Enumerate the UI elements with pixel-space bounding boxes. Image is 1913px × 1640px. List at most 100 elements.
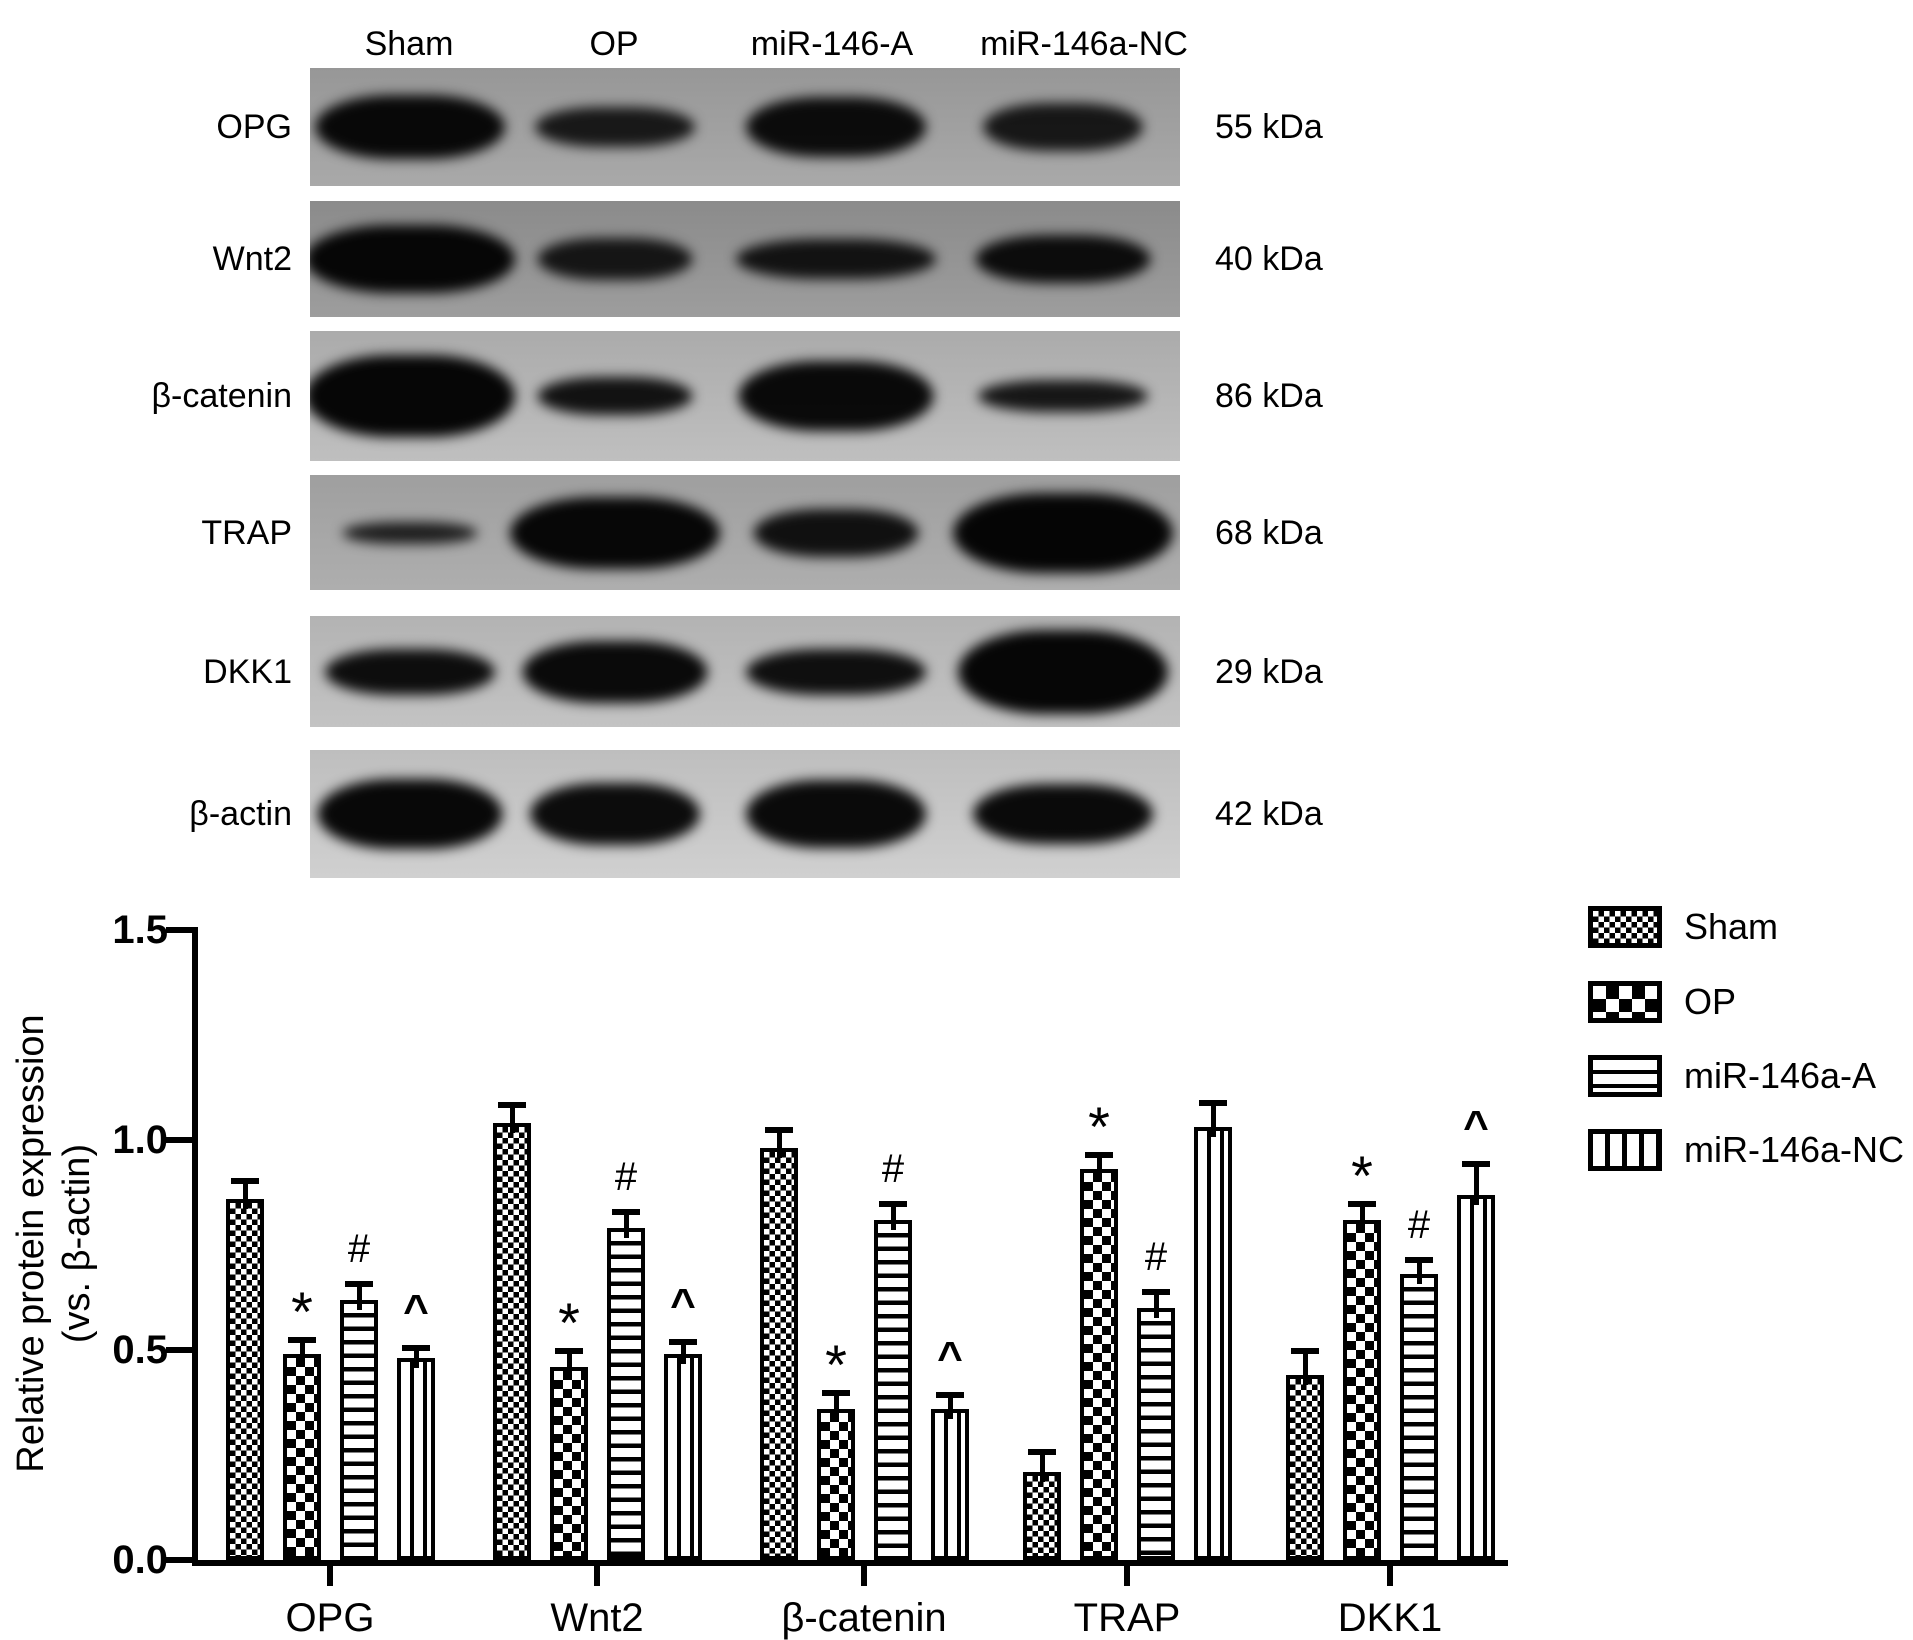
- blot-row-label-dkk1: DKK1: [203, 652, 292, 691]
- error-bar-stem-opg-sham: [243, 1178, 248, 1209]
- error-bar-cap-dkk1-sham: [1291, 1348, 1319, 1354]
- blot-membrane-wnt2: [310, 201, 1180, 317]
- protein-band-catenin-sham: [310, 355, 516, 437]
- significance-marker-wnt2-mir-146a-nc: ^: [670, 1280, 696, 1329]
- error-bar-stem-wnt2-mir-146a-nc: [681, 1339, 686, 1364]
- significance-marker-dkk1-op: *: [1351, 1144, 1373, 1207]
- bar-catenin-sham: [760, 1148, 798, 1560]
- blot-membrane-opg: [310, 68, 1180, 186]
- y-tick-1.0: [166, 1137, 192, 1143]
- protein-band-opg-op: [534, 107, 695, 147]
- bar-opg-op: [283, 1354, 321, 1560]
- error-bar-stem-dkk1-mir-146a-a: [1417, 1257, 1422, 1284]
- protein-band-trap-sham: [342, 521, 478, 544]
- error-bar-stem-trap-mir-146a-a: [1154, 1289, 1159, 1318]
- x-category-label-dkk1: DKK1: [1337, 1596, 1443, 1640]
- legend-label-mir-146a-nc: miR-146a-NC: [1684, 1129, 1905, 1170]
- blot-row-label-catenin: β-catenin: [151, 377, 292, 415]
- error-bar-cap-wnt2-mir-146a-nc: [669, 1339, 697, 1345]
- error-bar-cap-wnt2-mir-146a-a: [612, 1209, 640, 1215]
- error-bar-cap-wnt2-op: [555, 1348, 583, 1354]
- protein-band-opg-mir-146a-nc: [982, 103, 1143, 151]
- blot-row-label-actin: β-actin: [189, 795, 292, 833]
- y-tick-1.5: [166, 927, 192, 933]
- legend-item-sham: Sham: [1588, 906, 1778, 948]
- bar-dkk1-op: [1343, 1220, 1381, 1560]
- significance-marker-wnt2-op: *: [558, 1291, 580, 1354]
- error-bar-stem-wnt2-op: [567, 1348, 572, 1377]
- bar-catenin-op: [817, 1409, 855, 1560]
- error-bar-cap-trap-mir-146a-nc: [1199, 1100, 1227, 1106]
- x-tick-opg: [327, 1566, 333, 1586]
- bar-opg-mir-146a-nc: [397, 1358, 435, 1560]
- error-bar-stem-opg-mir-146a-a: [357, 1281, 362, 1310]
- blot-column-header-mir-146-a: miR-146-A: [750, 25, 914, 63]
- blot-membrane-catenin: [310, 331, 1180, 461]
- blot-membrane-trap: [310, 475, 1180, 590]
- protein-band-wnt2-mir-146-a: [736, 239, 937, 279]
- protein-band-dkk1-op: [522, 640, 707, 703]
- error-bar-cap-trap-sham: [1028, 1449, 1056, 1455]
- significance-marker-opg-op: *: [291, 1280, 313, 1343]
- bar-dkk1-mir-146a-a: [1400, 1274, 1438, 1560]
- x-category-label-trap: TRAP: [1073, 1596, 1181, 1640]
- error-bar-stem-catenin-mir-146a-nc: [948, 1392, 953, 1419]
- bar-catenin-mir-146a-a: [874, 1220, 912, 1560]
- error-bar-cap-trap-op: [1085, 1152, 1113, 1158]
- error-bar-cap-catenin-op: [822, 1390, 850, 1396]
- blot-molecular-weight-dkk1: 29 kDa: [1215, 652, 1323, 691]
- protein-band-actin-sham: [317, 779, 503, 849]
- legend-label-mir-146a-a: miR-146a-A: [1684, 1055, 1877, 1096]
- blot-molecular-weight-trap: 68 kDa: [1215, 513, 1323, 552]
- protein-band-opg-mir-146-a: [746, 97, 927, 157]
- error-bar-stem-trap-sham: [1040, 1449, 1045, 1482]
- protein-band-trap-mir-146a-nc: [952, 492, 1173, 573]
- protein-band-actin-mir-146-a: [746, 780, 927, 848]
- y-tick-label-1.5: 1.5: [112, 908, 168, 952]
- protein-band-trap-mir-146-a: [753, 508, 919, 557]
- blot-row-label-opg: OPG: [216, 108, 292, 146]
- protein-band-dkk1-mir-146-a: [746, 648, 927, 695]
- error-bar-stem-trap-mir-146a-nc: [1211, 1100, 1216, 1137]
- blot-row-label-trap: TRAP: [201, 513, 292, 552]
- y-tick-0.0: [166, 1557, 192, 1563]
- x-tick-wnt2: [594, 1566, 600, 1586]
- legend-swatch-sham: [1588, 906, 1662, 948]
- protein-band-actin-mir-146a-nc: [972, 784, 1153, 844]
- x-axis-line: [192, 1560, 1508, 1566]
- y-tick-label-0.0: 0.0: [112, 1538, 168, 1582]
- significance-marker-catenin-mir-146a-nc: ^: [937, 1333, 963, 1382]
- y-axis-label-line2: (vs. β-actin): [56, 1143, 98, 1344]
- bar-trap-mir-146a-a: [1137, 1308, 1175, 1560]
- x-category-label-opg: OPG: [285, 1596, 375, 1640]
- protein-band-catenin-op: [537, 377, 692, 415]
- significance-marker-dkk1-mir-146a-nc: ^: [1463, 1102, 1489, 1151]
- blot-membrane-actin: [310, 750, 1180, 878]
- y-axis-label: Relative protein expression (vs. β-actin…: [8, 927, 104, 1560]
- bar-trap-sham: [1023, 1472, 1061, 1560]
- bar-trap-mir-146a-nc: [1194, 1127, 1232, 1560]
- y-axis-label-line1: Relative protein expression: [10, 1014, 52, 1473]
- legend-label-op: OP: [1684, 981, 1737, 1022]
- significance-marker-catenin-mir-146a-a: #: [881, 1147, 905, 1191]
- legend-swatch-mir-146a-nc: [1588, 1129, 1662, 1171]
- x-tick-dkk1: [1387, 1566, 1393, 1586]
- error-bar-cap-opg-mir-146a-a: [345, 1281, 373, 1287]
- y-tick-0.5: [166, 1347, 192, 1353]
- bar-opg-mir-146a-a: [340, 1300, 378, 1560]
- error-bar-cap-opg-mir-146a-nc: [402, 1345, 430, 1351]
- significance-marker-trap-op: *: [1088, 1095, 1110, 1158]
- error-bar-cap-opg-sham: [231, 1178, 259, 1184]
- y-tick-label-1.0: 1.0: [112, 1118, 168, 1162]
- legend-item-op: OP: [1588, 981, 1736, 1023]
- blot-molecular-weight-actin: 42 kDa: [1215, 795, 1323, 833]
- bar-wnt2-mir-146a-nc: [664, 1354, 702, 1560]
- error-bar-stem-dkk1-op: [1360, 1201, 1365, 1230]
- protein-band-wnt2-sham: [310, 225, 516, 293]
- error-bar-cap-opg-op: [288, 1337, 316, 1343]
- significance-marker-trap-mir-146a-a: #: [1144, 1235, 1168, 1279]
- x-tick-trap: [1124, 1566, 1130, 1586]
- error-bar-stem-dkk1-sham: [1303, 1348, 1308, 1385]
- error-bar-stem-dkk1-mir-146a-nc: [1474, 1161, 1479, 1205]
- error-bar-cap-dkk1-op: [1348, 1201, 1376, 1207]
